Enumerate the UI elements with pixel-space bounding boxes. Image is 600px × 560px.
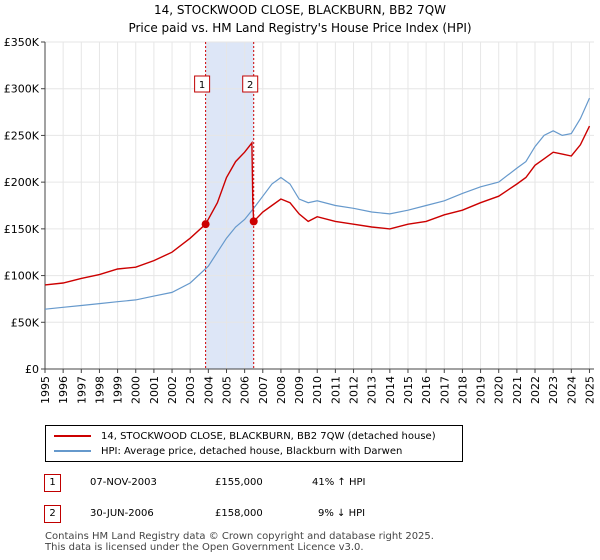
y-tick-label: £150K xyxy=(4,223,40,236)
ownership-period-shade xyxy=(205,42,254,369)
y-tick-label: £0 xyxy=(25,363,39,376)
transaction-marker: 2 xyxy=(44,505,61,523)
x-tick-label: 2012 xyxy=(348,376,361,404)
footer-copyright: Contains HM Land Registry data © Crown c… xyxy=(45,531,434,542)
y-axis-ticks: £0 £50K £100K £150K £200K £250K £300K £350K xyxy=(4,36,45,376)
transaction-price: £155,000 xyxy=(215,477,263,488)
x-tick-label: 2025 xyxy=(583,376,596,404)
x-tick-label: 2014 xyxy=(384,376,397,404)
y-tick-label: £200K xyxy=(4,176,40,189)
legend-item-hpi: HPI: Average price, detached house, Blac… xyxy=(54,444,402,458)
transaction-date: 07-NOV-2003 xyxy=(90,477,157,488)
x-tick-label: 2021 xyxy=(511,376,524,404)
footer-licence: This data is licensed under the Open Gov… xyxy=(45,542,364,553)
legend-swatch-hpi xyxy=(54,450,91,452)
x-tick-label: 2003 xyxy=(184,376,197,404)
x-tick-label: 2011 xyxy=(329,376,342,404)
x-tick-label: 2004 xyxy=(202,376,215,404)
x-tick-label: 2020 xyxy=(493,376,506,404)
y-tick-label: £100K xyxy=(4,270,40,283)
sale-points xyxy=(201,217,258,229)
x-tick-label: 2016 xyxy=(420,376,433,404)
x-tick-label: 1995 xyxy=(39,376,52,404)
x-tick-label: 2013 xyxy=(366,376,379,404)
x-tick-label: 2000 xyxy=(130,376,143,404)
transaction-date: 30-JUN-2006 xyxy=(90,508,154,519)
y-tick-label: £250K xyxy=(4,129,40,142)
marker-label-text: 2 xyxy=(247,80,253,91)
x-tick-label: 1997 xyxy=(75,376,88,404)
marker-vlines xyxy=(205,42,255,369)
marker-label-box xyxy=(194,75,211,93)
x-tick-label: 2022 xyxy=(529,376,542,404)
chart-subtitle: Price paid vs. HM Land Registry's House … xyxy=(128,21,472,35)
x-tick-label: 1999 xyxy=(112,376,125,404)
x-tick-label: 2015 xyxy=(402,376,415,404)
property-series-line xyxy=(44,125,591,286)
sale-point xyxy=(201,220,210,229)
x-tick-label: 2001 xyxy=(148,376,161,404)
transaction-price: £158,000 xyxy=(215,508,263,519)
x-tick-label: 2007 xyxy=(257,376,270,404)
transaction-marker: 1 xyxy=(44,474,61,492)
gridlines xyxy=(44,41,594,370)
x-tick-label: 1998 xyxy=(93,376,106,404)
x-tick-label: 2023 xyxy=(547,376,560,404)
y-tick-label: £350K xyxy=(4,36,40,49)
x-tick-label: 1996 xyxy=(57,376,70,404)
x-axis-ticks: 1995 1996 1997 1998 1999 2000 2001 2002 2003 2004… xyxy=(39,369,596,404)
transaction-hpi-change: 9% ↓ HPI xyxy=(318,508,366,519)
marker-label-box xyxy=(242,75,259,93)
legend-label-property: 14, STOCKWOOD CLOSE, BLACKBURN, BB2 7QW … xyxy=(101,430,436,442)
x-tick-label: 2008 xyxy=(275,376,288,404)
x-tick-label: 2019 xyxy=(475,376,488,404)
transaction-row: 2 30-JUN-2006 £158,000 9% ↓ HPI xyxy=(0,505,600,525)
x-tick-label: 2006 xyxy=(239,376,252,404)
legend-swatch-property xyxy=(54,435,91,437)
x-tick-label: 2009 xyxy=(293,376,306,404)
x-tick-label: 2024 xyxy=(565,376,578,404)
x-tick-label: 2002 xyxy=(166,376,179,404)
marker-label-text: 1 xyxy=(199,80,205,91)
x-tick-label: 2005 xyxy=(220,376,233,404)
transaction-row: 1 07-NOV-2003 £155,000 41% ↑ HPI xyxy=(0,474,600,494)
sale-point xyxy=(249,217,258,226)
legend: 14, STOCKWOOD CLOSE, BLACKBURN, BB2 7QW … xyxy=(45,425,463,462)
transaction-hpi-change: 41% ↑ HPI xyxy=(312,477,366,488)
x-tick-label: 2018 xyxy=(456,376,469,404)
x-tick-label: 2010 xyxy=(311,376,324,404)
hpi-series-line xyxy=(44,97,591,310)
legend-label-hpi: HPI: Average price, detached house, Blac… xyxy=(101,445,403,457)
x-tick-label: 2017 xyxy=(438,376,451,404)
y-tick-label: £50K xyxy=(11,316,40,329)
chart-title: 14, STOCKWOOD CLOSE, BLACKBURN, BB2 7QW xyxy=(153,3,447,17)
y-tick-label: £300K xyxy=(4,83,40,96)
legend-item-property: 14, STOCKWOOD CLOSE, BLACKBURN, BB2 7QW … xyxy=(54,429,436,443)
